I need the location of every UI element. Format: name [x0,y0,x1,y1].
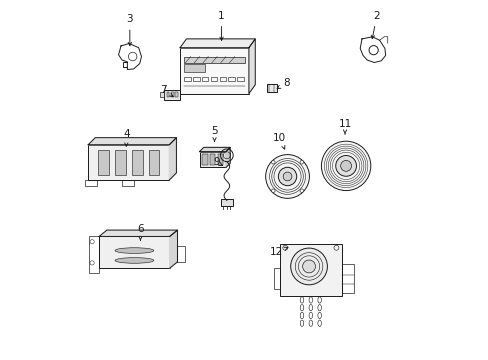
Bar [237,77,243,81]
Circle shape [340,161,351,171]
Text: 5: 5 [211,126,217,141]
Bar [177,246,184,262]
Polygon shape [169,138,176,180]
Bar [175,92,178,98]
Polygon shape [225,147,230,167]
Text: 11: 11 [338,118,351,134]
Text: 4: 4 [123,129,129,146]
Polygon shape [248,39,255,94]
Text: 1: 1 [218,11,224,40]
Bar [183,57,245,63]
Bar [98,150,108,175]
Text: 3: 3 [126,14,133,46]
Circle shape [321,141,370,190]
Bar [132,150,142,175]
Bar [115,150,125,175]
Bar [164,90,180,100]
Text: 6: 6 [137,224,143,240]
Bar [210,154,215,165]
Bar [210,77,217,81]
Circle shape [300,161,303,164]
Text: 12: 12 [269,247,287,257]
Bar [280,243,341,296]
Text: 2: 2 [370,11,379,39]
Polygon shape [88,138,176,145]
Bar [166,92,169,98]
Bar [148,150,159,175]
Bar [88,237,99,274]
Polygon shape [180,39,255,48]
Bar [180,48,248,94]
Bar [341,264,353,293]
Bar [266,84,277,92]
Polygon shape [99,230,177,237]
Bar [193,77,199,81]
Ellipse shape [115,258,154,263]
Bar [228,77,234,81]
Circle shape [271,161,275,164]
Text: 8: 8 [277,78,289,89]
Circle shape [265,154,309,198]
Circle shape [283,172,291,181]
Circle shape [271,189,275,193]
Circle shape [290,248,327,285]
Bar [202,77,208,81]
Bar [99,237,169,268]
Bar [184,77,190,81]
Bar [219,77,225,81]
Bar [84,180,97,186]
Ellipse shape [115,248,154,253]
Bar [160,92,164,97]
Bar [88,145,169,180]
Polygon shape [199,147,230,152]
Text: 10: 10 [273,133,286,149]
Bar [122,180,134,186]
Bar [183,64,204,72]
Bar [273,268,280,289]
Circle shape [302,260,315,273]
Circle shape [278,167,296,186]
Polygon shape [169,230,177,268]
Circle shape [335,156,356,176]
Bar [220,199,233,206]
Text: 7: 7 [160,85,173,96]
Bar [218,154,223,165]
Bar [170,92,173,98]
Text: 9: 9 [213,157,222,167]
Bar [199,152,225,167]
Circle shape [300,189,303,193]
Bar [202,154,207,165]
